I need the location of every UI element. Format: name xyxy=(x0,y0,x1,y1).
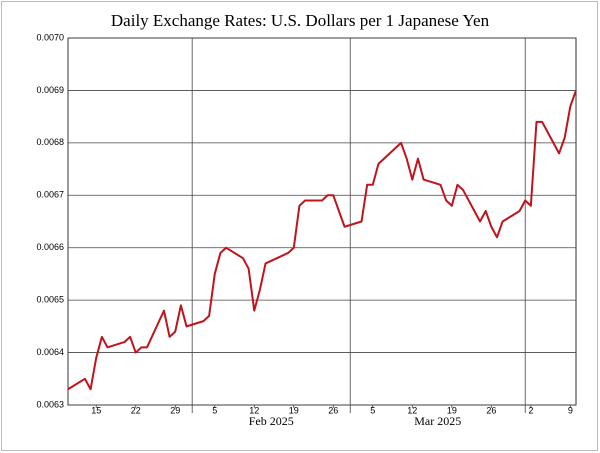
line-series xyxy=(67,90,577,391)
x-tick-label: 9 xyxy=(568,405,573,415)
y-tick-label: 0.0069 xyxy=(36,85,64,95)
y-tick-label: 0.0063 xyxy=(36,399,64,409)
x-tick-label: 26 xyxy=(486,405,496,415)
chart-title: Daily Exchange Rates: U.S. Dollars per 1… xyxy=(111,11,490,30)
y-tick-label: 0.0070 xyxy=(36,32,64,42)
x-tick-label: 19 xyxy=(447,405,457,415)
month-label: Mar 2025 xyxy=(414,414,461,428)
month-label: Feb 2025 xyxy=(249,414,294,428)
y-tick-label: 0.0066 xyxy=(36,242,64,252)
x-tick-label: 5 xyxy=(212,405,217,415)
y-tick-label: 0.0065 xyxy=(36,295,64,305)
x-tick-label: 12 xyxy=(407,405,417,415)
x-tick-label: 29 xyxy=(170,405,180,415)
y-tick-label: 0.0067 xyxy=(36,190,64,200)
y-tick-label: 0.0064 xyxy=(36,347,64,357)
x-tick-label: 19 xyxy=(289,405,299,415)
x-tick-label: 2 xyxy=(528,405,533,415)
x-tick-label: 26 xyxy=(328,405,338,415)
x-tick-label: 12 xyxy=(249,405,259,415)
plot-area xyxy=(67,37,577,406)
x-tick-label: 5 xyxy=(370,405,375,415)
x-tick-label: 15 xyxy=(91,405,101,415)
y-tick-label: 0.0068 xyxy=(36,137,64,147)
x-tick-label: 22 xyxy=(131,405,141,415)
